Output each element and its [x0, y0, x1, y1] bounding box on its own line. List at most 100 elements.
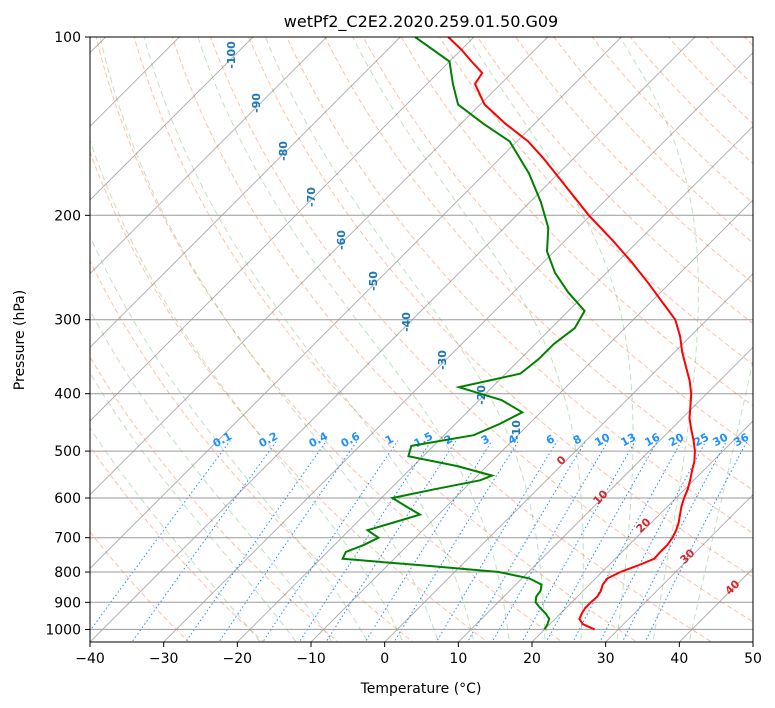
dry-adiabat-line: [515, 37, 753, 284]
moist-adiabat-line: [688, 357, 753, 642]
isotherm-line: [90, 37, 328, 275]
dry-adiabat-label: -30: [436, 350, 449, 370]
mixing-ratio-line: [298, 440, 432, 642]
moist-adiabat-line: [619, 37, 699, 642]
isotherm-line: [90, 37, 475, 422]
x-tick-label: −30: [149, 651, 179, 667]
isotherm-line: [457, 346, 753, 642]
dry-adiabat-label: -70: [305, 187, 318, 207]
dry-adiabat-line: [476, 37, 753, 325]
plot-area: -100-90-80-70-60-50-40-30-20-100.1 0.2 0.4…: [90, 37, 753, 642]
mixing-ratio-line: [218, 440, 358, 642]
mixing-ratio-label: 20: [667, 430, 687, 449]
dry-adiabat-line: [400, 37, 753, 407]
dry-adiabat-line: [95, 37, 564, 642]
x-tick-label: −20: [223, 651, 253, 667]
y-tick-label: 600: [54, 491, 81, 507]
x-tick-label: 30: [597, 651, 615, 667]
mixing-ratio-label: 10: [593, 430, 613, 449]
mixing-ratio-line: [435, 440, 558, 642]
x-tick-label: 40: [670, 651, 688, 667]
moist-adiabats: [90, 37, 753, 642]
mixing-ratio-line: [599, 440, 707, 642]
x-tick-label: 10: [449, 651, 467, 667]
mixing-ratio-label: 25: [692, 431, 712, 450]
y-tick-label: 300: [54, 313, 81, 329]
isotherm-line: [90, 37, 549, 496]
y-tick-label: 500: [54, 444, 81, 460]
isotherm-line: [531, 420, 753, 642]
isotherm-line: [90, 37, 181, 128]
y-tick-label: 800: [54, 565, 81, 581]
mixing-ratio-line: [90, 440, 231, 632]
isotherm-line: [90, 37, 402, 349]
chart-title: wetPf2_C2E2.2020.259.01.50.G09: [284, 12, 558, 32]
y-tick-label: 100: [54, 30, 81, 46]
dry-adiabat-label: -10: [510, 420, 523, 440]
isotherm-line: [604, 493, 753, 642]
dry-adiabat-line: [171, 37, 713, 642]
dry-adiabat-label: -40: [400, 312, 413, 332]
y-tick-label: 1000: [45, 622, 81, 638]
isotherm-line: [383, 272, 753, 642]
dry-adiabat-label: -50: [367, 271, 380, 291]
mixing-ratio-label: 13: [619, 431, 639, 450]
mixing-ratio-line: [466, 440, 587, 642]
mixing-ratio-label: 30: [711, 430, 731, 449]
dry-adiabat-label: -100: [225, 41, 238, 69]
plot-frame: [89, 36, 754, 643]
dry-adiabat-line: [438, 37, 753, 366]
dry-adiabat-line: [286, 37, 753, 534]
dry-adiabat-line: [248, 37, 753, 578]
y-axis-ticks: 100 200 300 400 500 600 700 800 900 1000: [45, 30, 90, 638]
mixing-ratio-line: [572, 440, 683, 642]
dry-adiabat-line: [591, 37, 753, 204]
isotherm-line: [90, 37, 696, 642]
y-tick-label: 200: [54, 208, 81, 224]
moist-adiabat-line: [143, 37, 475, 642]
moist-adiabat-line: [467, 37, 634, 642]
moist-adiabat-line: [90, 235, 369, 642]
dry-adiabat-line: [90, 356, 339, 642]
dry-adiabat-label: -80: [277, 141, 290, 161]
isotherm-line: [310, 199, 753, 642]
y-axis-label: Pressure (hPa): [12, 290, 28, 390]
mixing-ratio-line: [185, 440, 328, 642]
mixing-ratio-line: [393, 440, 520, 642]
skewed-isotherms: [90, 37, 753, 642]
moist-adiabat-line: [352, 37, 584, 642]
mixing-ratio-label: 36: [732, 430, 752, 449]
dry-adiabat-line: [90, 259, 414, 642]
x-tick-label: 0: [380, 651, 389, 667]
y-tick-label: 700: [54, 531, 81, 547]
moist-adiabat-line: [90, 371, 297, 642]
dry-adiabat-line: [90, 150, 489, 642]
moist-adiabat-line: [90, 138, 404, 642]
moist-adiabat-line: [90, 309, 333, 642]
y-tick-label: 400: [54, 387, 81, 403]
isotherm-line: [90, 37, 623, 570]
dry-adiabat-label: -60: [335, 230, 348, 250]
dry-adiabat-label: -90: [250, 93, 263, 113]
mixing-ratio-line: [545, 440, 659, 642]
mixing-ratio-line: [521, 440, 637, 642]
mixing-ratio-lines: [90, 440, 748, 642]
moist-adiabat-line: [197, 37, 510, 642]
isotherm-line: [162, 51, 753, 642]
dry-adiabats: [90, 37, 753, 642]
x-axis-label: Temperature (°C): [360, 681, 482, 697]
y-tick-label: 900: [54, 595, 81, 611]
x-tick-label: −40: [75, 651, 105, 667]
isotherm-line: [90, 37, 254, 201]
x-tick-label: 20: [523, 651, 541, 667]
dry-adiabat-line: [209, 37, 753, 623]
isobars: [90, 37, 753, 630]
moist-adiabat-line: [99, 37, 440, 642]
mixing-ratio-line: [491, 440, 609, 642]
dry-adiabat-line: [133, 37, 638, 642]
dry-adiabat-line: [553, 37, 753, 244]
x-tick-label: −10: [296, 651, 326, 667]
dry-adiabat-line: [362, 37, 753, 449]
moist-adiabat-line: [90, 427, 261, 642]
